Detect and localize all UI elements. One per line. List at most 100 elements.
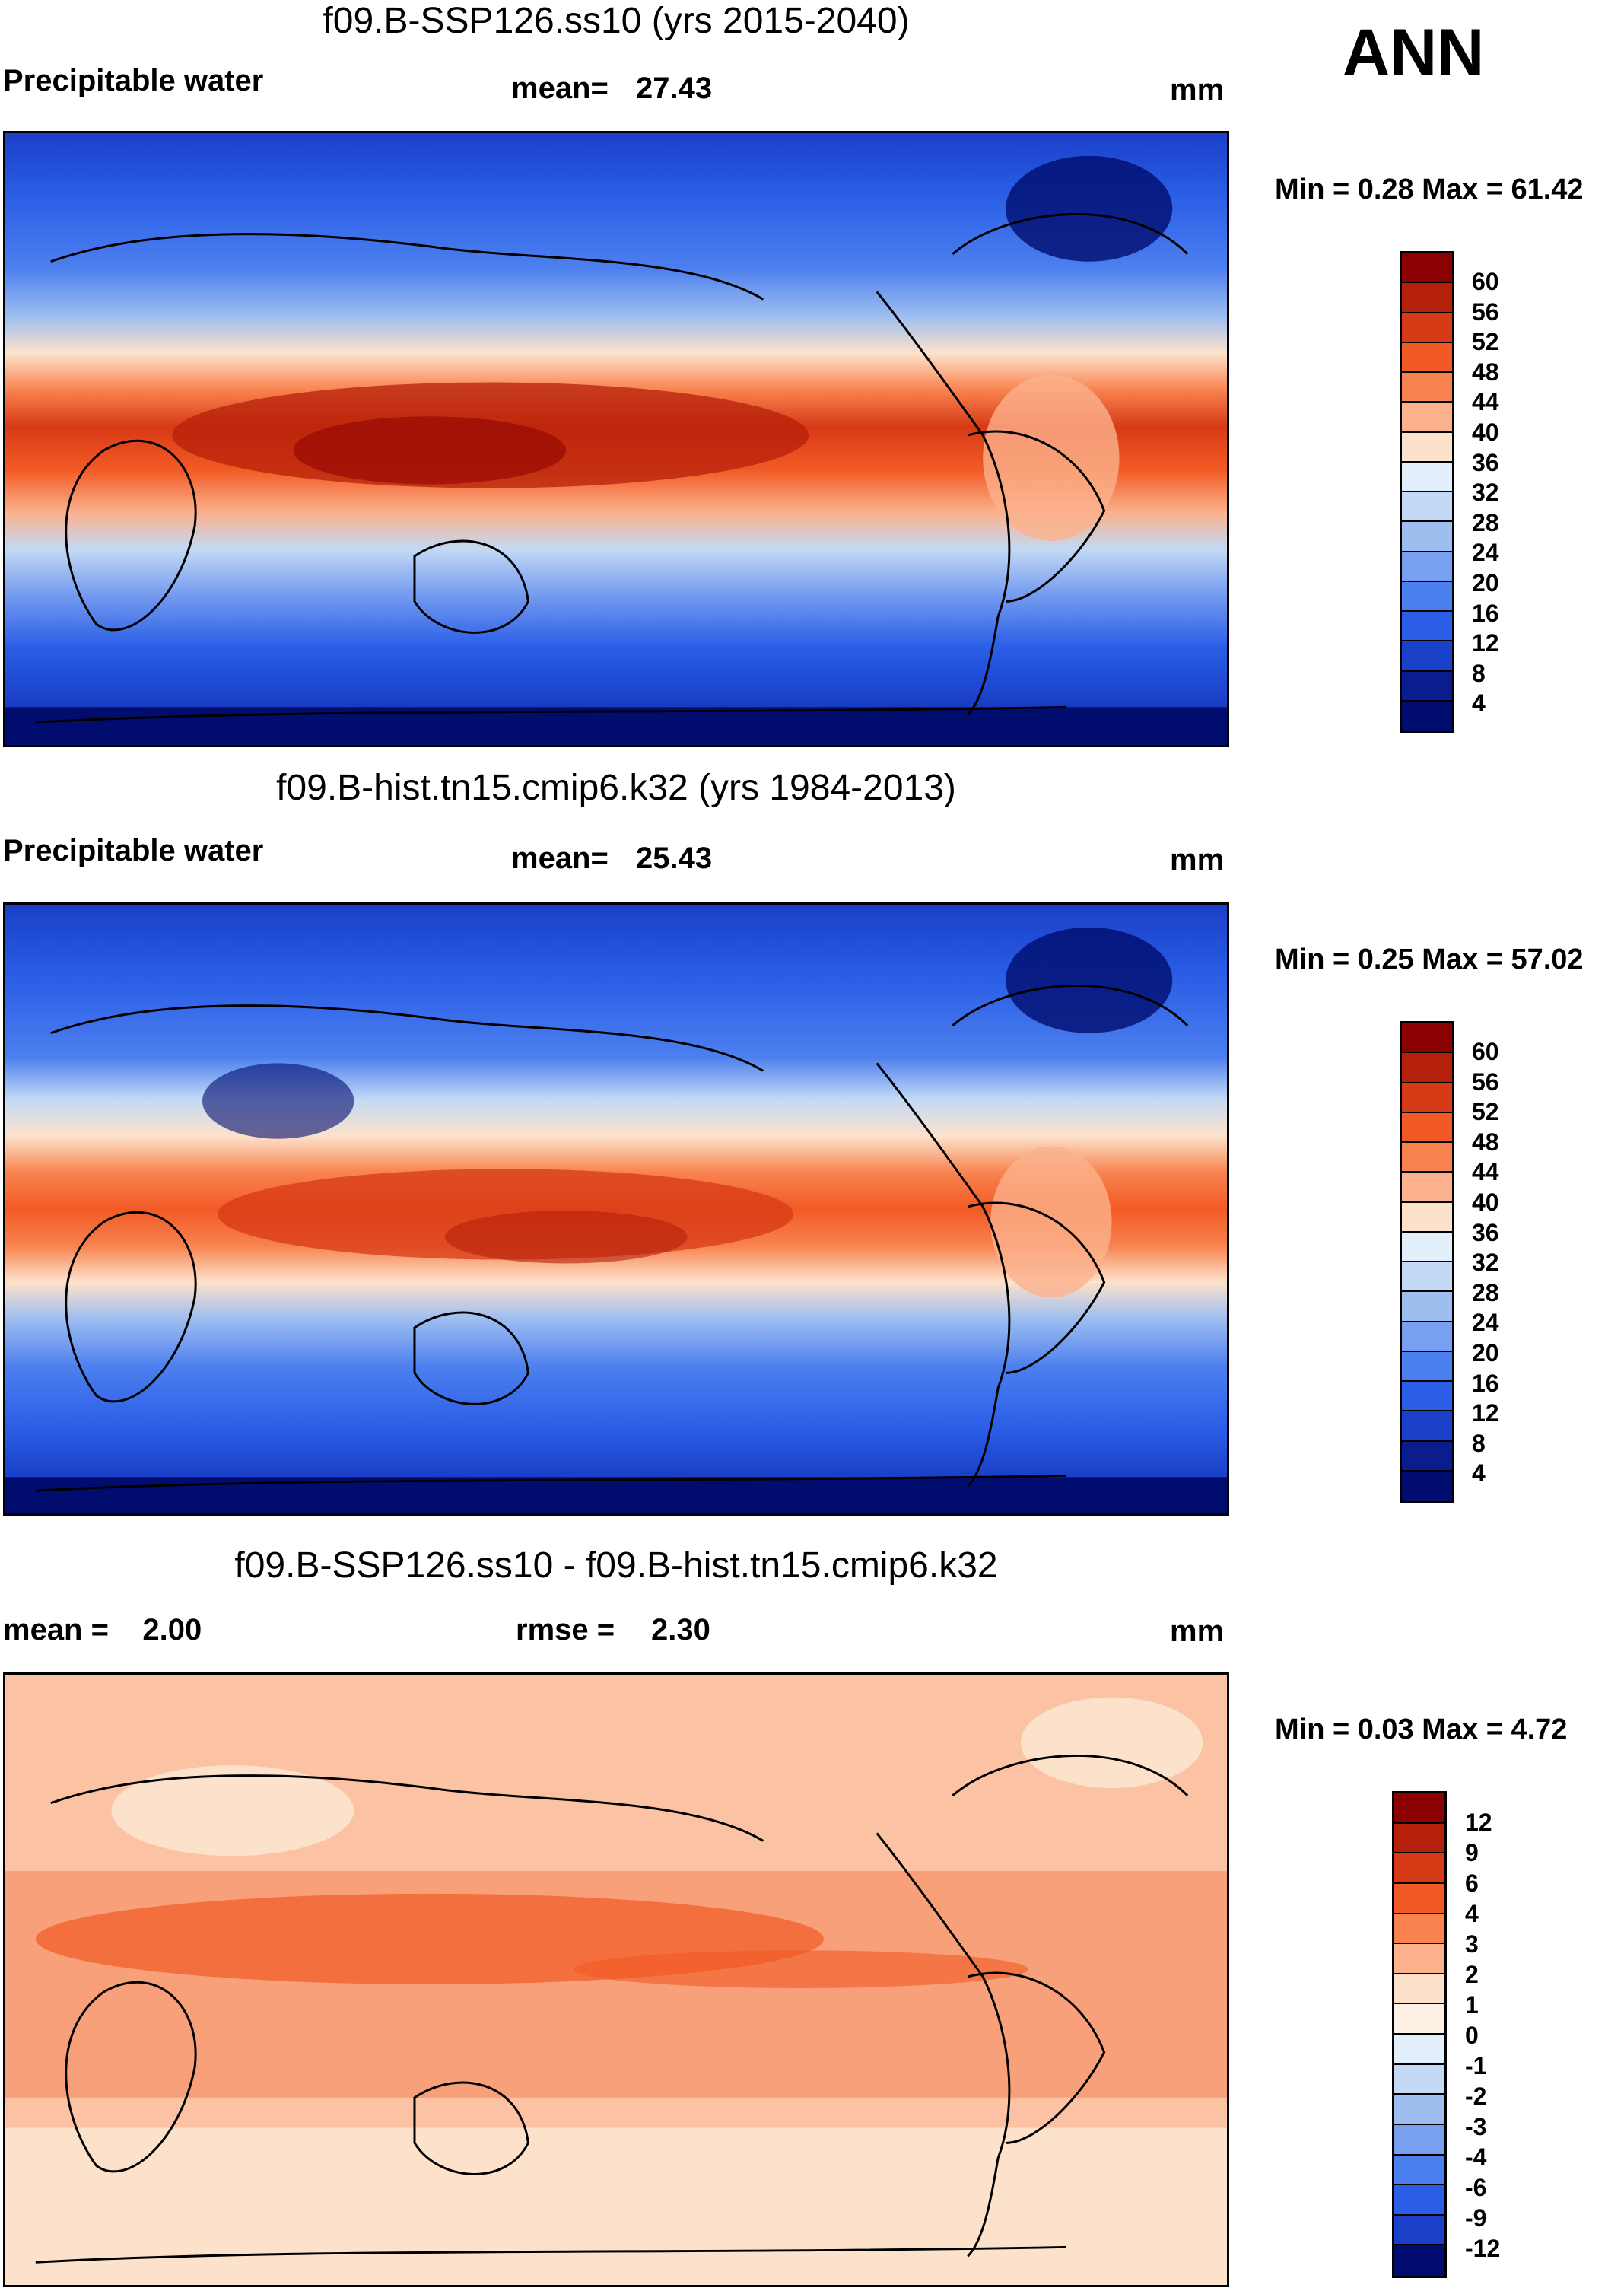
panel-1-colorbar-tick: 60 (1472, 268, 1499, 295)
panel-1-colorbar-swatch (1402, 313, 1452, 343)
panel-2-colorbar-swatch (1402, 1112, 1452, 1143)
panel-2-colorbar-tick: 60 (1472, 1038, 1499, 1065)
panel-2-stat-label: mean= (511, 842, 609, 875)
panel-1-colorbar (1400, 251, 1454, 733)
panel-2-colorbar-tick: 40 (1472, 1188, 1499, 1216)
panel-3-colorbar-tick: -6 (1465, 2174, 1487, 2201)
panel-2-colorbar-tick: 36 (1472, 1219, 1499, 1246)
panel-2-colorbar-swatch (1402, 1351, 1452, 1382)
panel-1-colorbar-swatch (1402, 701, 1452, 731)
panel-3-colorbar-swatch (1394, 1974, 1444, 2005)
panel-1-minmax: Min = 0.28 Max = 61.42 (1275, 173, 1584, 205)
panel-3-colorbar-tick: 0 (1465, 2022, 1479, 2049)
panel-2-colorbar-tick: 20 (1472, 1339, 1499, 1367)
panel-2-colorbar-tick: 8 (1472, 1430, 1486, 1457)
panel-2-colorbar-swatch (1402, 1471, 1452, 1501)
panel-1-colorbar-swatch (1402, 462, 1452, 492)
panel-1-colorbar-swatch (1402, 283, 1452, 313)
panel-2-colorbar-tick: 28 (1472, 1279, 1499, 1306)
panel-2-colorbar-swatch (1402, 1441, 1452, 1472)
panel-2-colorbar-swatch (1402, 1382, 1452, 1412)
panel-3-colorbar-swatch (1394, 2004, 1444, 2035)
panel-1-units: mm (1170, 73, 1225, 107)
panel-3-colorbar (1392, 1791, 1447, 2278)
panel-3-minmax: Min = 0.03 Max = 4.72 (1275, 1713, 1568, 1745)
panel-1-colorbar-swatch (1402, 373, 1452, 403)
panel-3-stat-value: 2.30 (651, 1613, 710, 1647)
panel-3-colorbar-swatch (1394, 1853, 1444, 1884)
panel-2-variable: Precipitable water (3, 834, 264, 867)
panel-1-stat-value: 27.43 (636, 72, 713, 105)
panel-1-colorbar-swatch (1402, 522, 1452, 552)
panel-3-colorbar-tick: -2 (1465, 2083, 1487, 2110)
panel-3-colorbar-swatch (1394, 2245, 1444, 2276)
panel-2-colorbar-swatch (1402, 1143, 1452, 1173)
panel-3-stat-label: rmse = (516, 1613, 615, 1647)
panel-2-colorbar-tick: 44 (1472, 1158, 1499, 1185)
season-label: ANN (1343, 16, 1485, 89)
panel-3-colorbar-tick: -9 (1465, 2204, 1487, 2232)
panel-1-map (3, 131, 1229, 747)
panel-3-colorbar-swatch (1394, 1823, 1444, 1854)
panel-3-colorbar-tick: 3 (1465, 1930, 1479, 1958)
panel-2-colorbar-swatch (1402, 1173, 1452, 1203)
panel-2-colorbar-swatch (1402, 1202, 1452, 1233)
panel-3-colorbar-tick: 4 (1465, 1900, 1479, 1927)
panel-2-colorbar-tick: 56 (1472, 1068, 1499, 1096)
panel-2-colorbar-swatch (1402, 1411, 1452, 1442)
panel-1-stat-label: mean= (511, 72, 609, 105)
panel-1-colorbar-swatch (1402, 253, 1452, 284)
panel-2-colorbar (1400, 1021, 1454, 1503)
panel-3-colorbar-tick: 9 (1465, 1839, 1479, 1866)
panel-2-colorbar-swatch (1402, 1023, 1452, 1054)
panel-1-colorbar-tick: 28 (1472, 509, 1499, 536)
panel-3-colorbar-tick: 2 (1465, 1961, 1479, 1988)
panel-2-colorbar-swatch (1402, 1292, 1452, 1322)
panel-2-colorbar-swatch (1402, 1262, 1452, 1293)
panel-3-colorbar-swatch (1394, 1793, 1444, 1824)
panel-3-map-field (5, 1675, 1227, 2285)
panel-1-colorbar-tick: 12 (1472, 629, 1499, 657)
panel-1-colorbar-swatch (1402, 641, 1452, 672)
panel-3-colorbar-swatch (1394, 1944, 1444, 1974)
panel-1-colorbar-tick: 4 (1472, 689, 1486, 717)
panel-2-colorbar-tick: 52 (1472, 1098, 1499, 1125)
panel-3-colorbar-swatch (1394, 2215, 1444, 2246)
panel-1-colorbar-tick: 44 (1472, 388, 1499, 415)
panel-1-colorbar-swatch (1402, 432, 1452, 463)
panel-1-variable: Precipitable water (3, 64, 264, 97)
panel-2-colorbar-tick: 4 (1472, 1459, 1486, 1487)
panel-1-map-field (5, 133, 1227, 745)
panel-2-colorbar-tick: 12 (1472, 1399, 1499, 1427)
panel-1-colorbar-swatch (1402, 342, 1452, 373)
panel-3-colorbar-swatch (1394, 2035, 1444, 2065)
panel-2-title: f09.B-hist.tn15.cmip6.k32 (yrs 1984-2013… (276, 768, 956, 808)
panel-1-colorbar-tick: 16 (1472, 600, 1499, 627)
panel-1-colorbar-tick: 40 (1472, 418, 1499, 446)
panel-1-title: f09.B-SSP126.ss10 (yrs 2015-2040) (323, 1, 910, 41)
panel-3-units: mm (1170, 1615, 1225, 1648)
panel-2-colorbar-swatch (1402, 1322, 1452, 1352)
panel-2-colorbar-swatch (1402, 1232, 1452, 1262)
panel-1-colorbar-swatch (1402, 671, 1452, 702)
panel-1-colorbar-swatch (1402, 403, 1452, 433)
panel-3-colorbar-swatch (1394, 2095, 1444, 2125)
panel-1-colorbar-tick: 36 (1472, 449, 1499, 476)
panel-2-colorbar-tick: 32 (1472, 1249, 1499, 1276)
panel-2-colorbar-tick: 16 (1472, 1370, 1499, 1397)
panel-2-colorbar-swatch (1402, 1083, 1452, 1113)
panel-1-colorbar-tick: 48 (1472, 358, 1499, 386)
panel-3-map (3, 1672, 1229, 2287)
panel-3-title: f09.B-SSP126.ss10 - f09.B-hist.tn15.cmip… (234, 1545, 998, 1586)
panel-3-colorbar-swatch (1394, 2124, 1444, 2156)
panel-1-colorbar-tick: 52 (1472, 328, 1499, 355)
panel-2-minmax: Min = 0.25 Max = 57.02 (1275, 943, 1584, 975)
panel-2-units: mm (1170, 843, 1225, 877)
panel-2-colorbar-tick: 24 (1472, 1309, 1499, 1336)
panel-2-colorbar-swatch (1402, 1053, 1452, 1083)
panel-2-map-field (5, 905, 1227, 1513)
panel-3-colorbar-tick: -4 (1465, 2143, 1487, 2171)
panel-1-colorbar-tick: 32 (1472, 479, 1499, 506)
panel-3-colorbar-tick: -3 (1465, 2113, 1487, 2140)
panel-3-colorbar-swatch (1394, 2064, 1444, 2095)
